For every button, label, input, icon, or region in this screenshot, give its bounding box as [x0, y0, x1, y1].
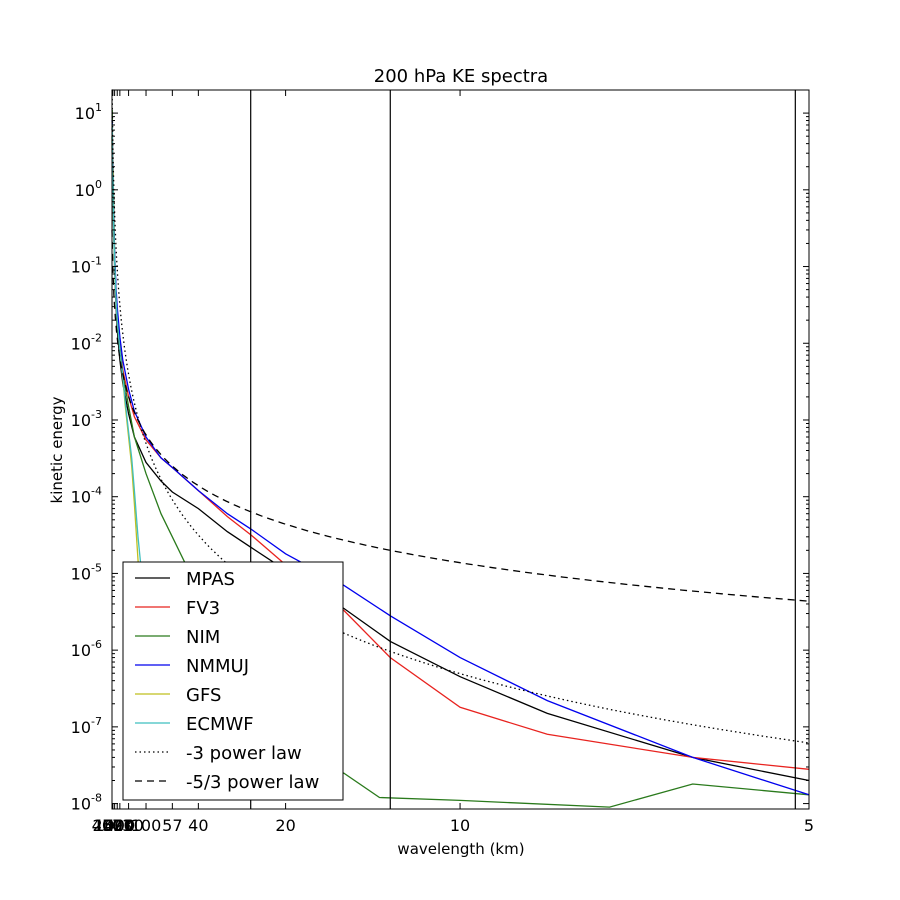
chart-legend: MPAS FV3 NIM NMMUJ GFS ECMWF -3 power law -5/3 …: [122, 561, 344, 801]
x-tick-label-8: 40: [188, 816, 208, 835]
y-tick-label-6: 10-5: [71, 561, 102, 583]
legend-label-2: NIM: [186, 627, 220, 648]
x-tick-label-11: 5: [804, 816, 814, 835]
y-tick-label-7: 10-6: [71, 638, 102, 660]
y-tick-label-0: 101: [75, 101, 102, 123]
legend-label-7: -5/3 power law: [186, 772, 319, 793]
x-tick-label-5: 200: [113, 816, 144, 835]
x-tick-label-4: 400: [105, 816, 136, 835]
y-tick-label-1: 100: [75, 178, 102, 200]
y-tick-label-8: 10-7: [71, 715, 102, 737]
legend-label-5: ECMWF: [186, 714, 254, 735]
x-tick-label-9: 20: [275, 816, 295, 835]
x-tick-label-7: 57: [162, 816, 182, 835]
x-tick-label-0: 4003: [92, 816, 133, 835]
x-tick-label-1: 2001: [93, 816, 134, 835]
y-tick-label-3: 10-2: [71, 331, 102, 353]
y-tick-label-2: 10-1: [71, 255, 102, 277]
legend-label-0: MPAS: [186, 569, 235, 590]
legend-label-6: -3 power law: [186, 743, 302, 764]
series-line-7: [111, 229, 810, 602]
legend-label-1: FV3: [186, 598, 220, 619]
x-tick-label-2: 1000: [94, 816, 135, 835]
x-tick-label-3: 571: [102, 816, 133, 835]
x-axis-label: wavelength (km): [397, 840, 524, 858]
legend-label-3: NMMUJ: [186, 656, 249, 677]
series-line-6: [111, 89, 810, 744]
y-tick-label-9: 10-8: [71, 792, 102, 814]
y-axis: 101 100 10-1 10-2 10-3 10-4 10-5 10-6 10-7 10-8: [71, 101, 809, 814]
legend-label-4: GFS: [186, 685, 221, 706]
x-tick-label-10: 10: [450, 816, 470, 835]
y-tick-label-5: 10-4: [71, 485, 102, 507]
x-tick-label-6: 100: [131, 816, 162, 835]
y-tick-label-4: 10-3: [71, 408, 102, 430]
y-axis-label: kinetic energy: [48, 396, 66, 503]
chart-title: 200 hPa KE spectra: [374, 66, 548, 87]
legend-box: [122, 561, 344, 801]
